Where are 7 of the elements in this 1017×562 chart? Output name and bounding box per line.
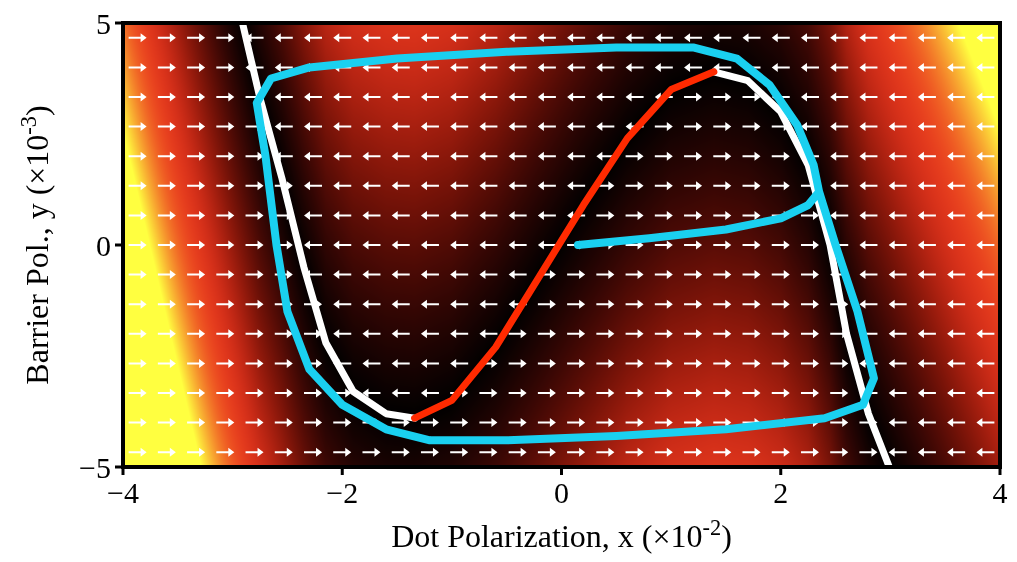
y-tick-label: 0 [96,228,111,262]
y-tick-label: 5 [96,6,111,40]
x-tick-label: 0 [554,476,569,509]
x-axis-title: Dot Polarization, x (×10$^{-2}$) [391,514,732,554]
x-tick-label: 4 [992,476,1008,509]
x-tick-label: 2 [773,476,789,509]
x-tick-label: −2 [326,476,359,509]
